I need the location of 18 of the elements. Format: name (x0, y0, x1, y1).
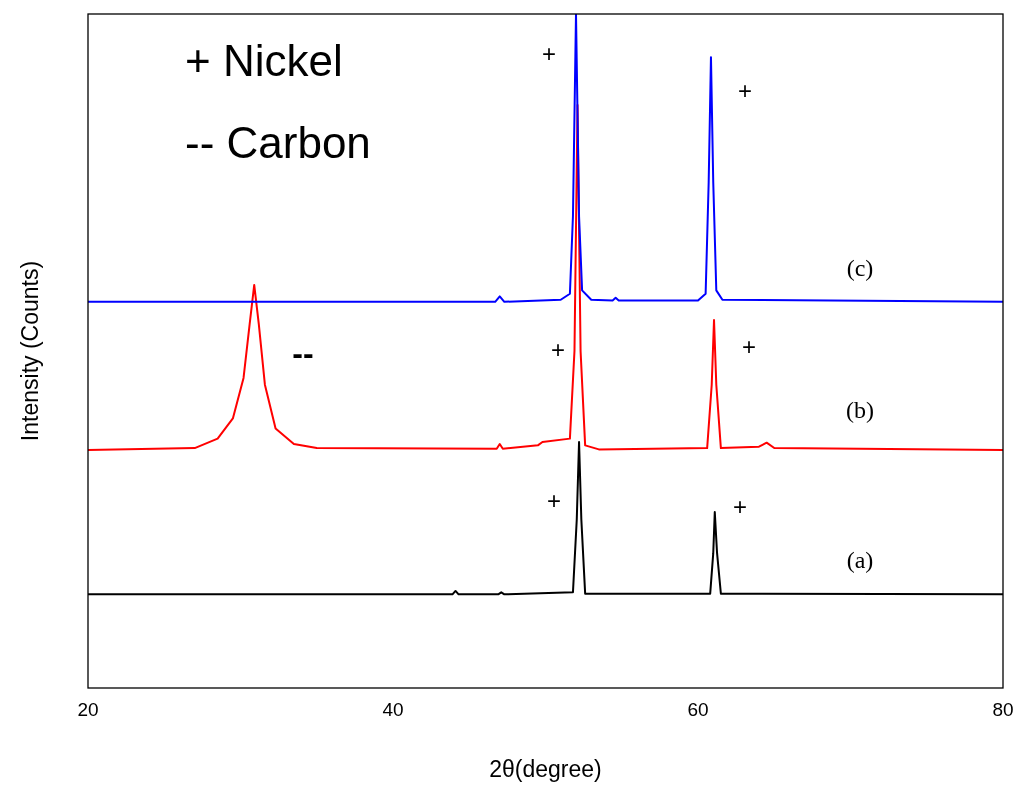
x-tick-label: 40 (382, 699, 404, 720)
annotation: (a) (846, 546, 874, 573)
annotation: + Nickel (185, 36, 343, 85)
x-axis-title: 2θ(degree) (489, 756, 602, 782)
x-tick-label: 80 (992, 699, 1014, 720)
annotation: -- (292, 335, 314, 372)
annotation: + (732, 493, 748, 521)
annotation: (b) (846, 396, 874, 423)
annotation: + (541, 40, 557, 68)
annotation: + (737, 77, 753, 105)
annotation: + (550, 336, 566, 364)
x-tick-label: 20 (77, 699, 99, 720)
y-axis-title: Intensity (Counts) (17, 260, 43, 442)
x-tick-label: 60 (687, 699, 709, 720)
annotation: + (741, 333, 757, 361)
annotation: (c) (846, 254, 874, 281)
annotation: + (546, 487, 562, 515)
annotation: -- Carbon (185, 118, 371, 167)
